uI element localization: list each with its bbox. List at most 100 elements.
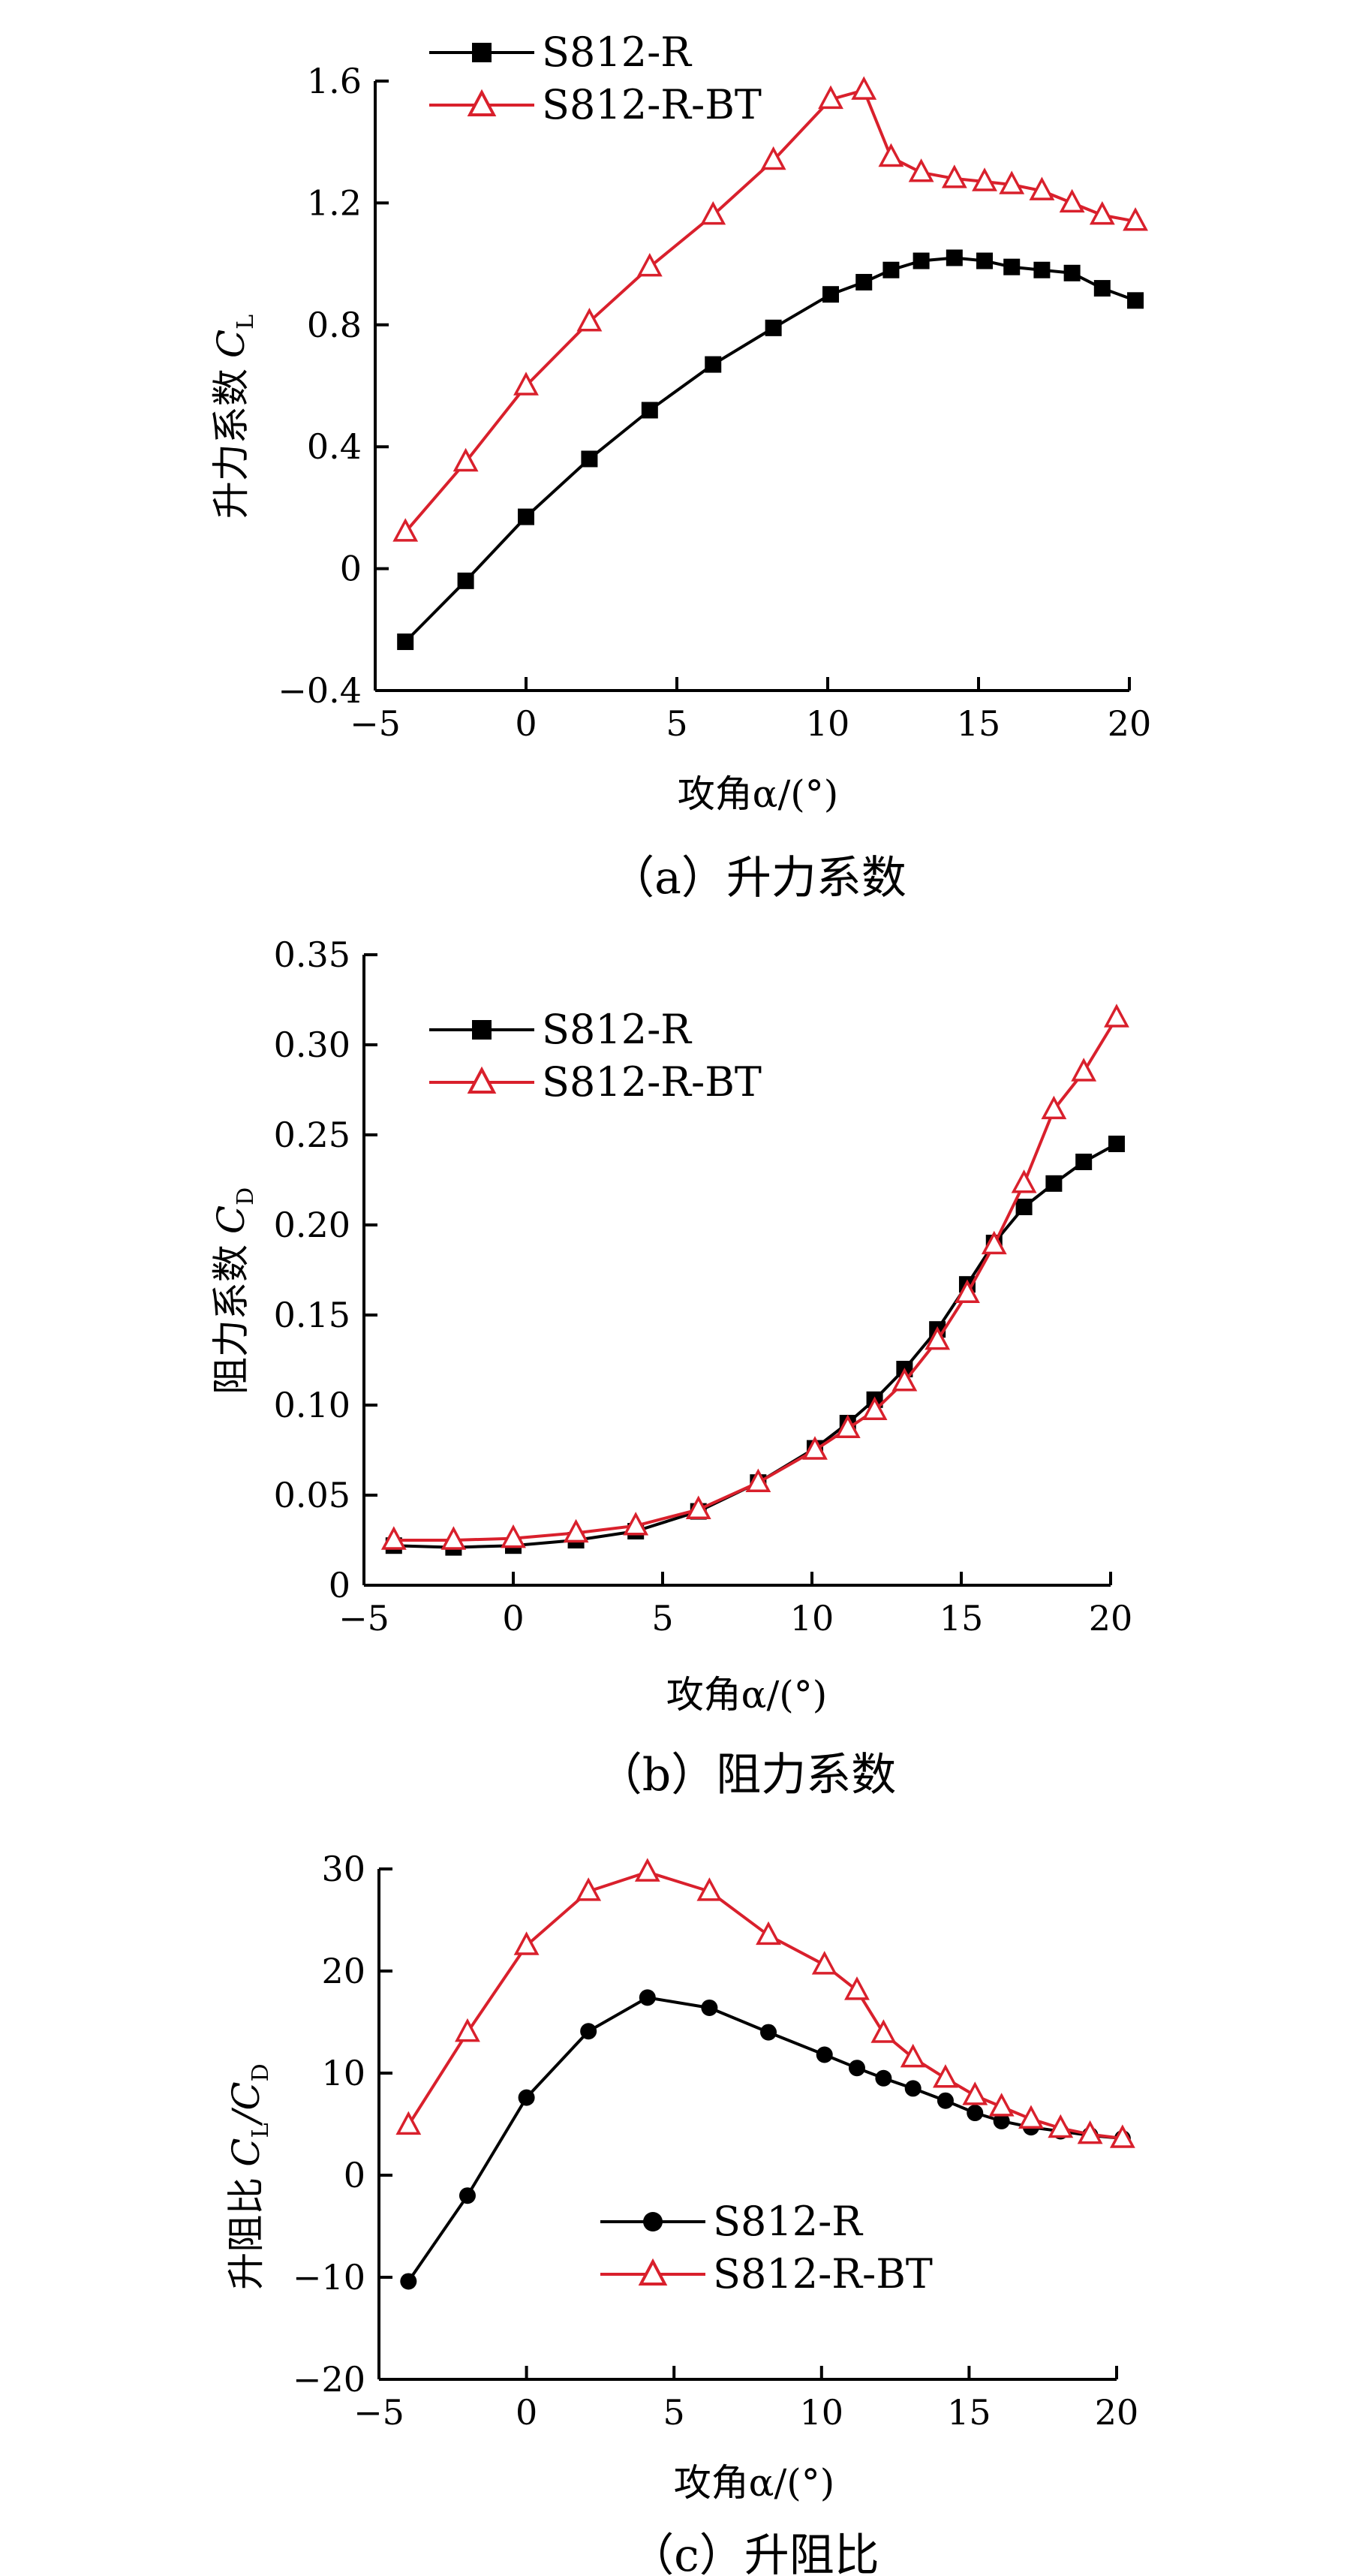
chart-a-y-label-symbol: C [209, 330, 253, 358]
chart-b-point-s812rbt [834, 1414, 861, 1438]
chart-a-x-label: 攻角α/(°) [678, 772, 839, 816]
chart-b-y-label-symbol: C [209, 1205, 253, 1234]
chart-c-point-s812r [993, 2112, 1010, 2129]
chart-b-point-s812rbt [440, 1526, 467, 1550]
chart-a-point-s812r [976, 252, 994, 269]
chart-a-y-tick-label: 1.2 [307, 182, 362, 223]
chart-b-point-s812rbt [1071, 1058, 1097, 1082]
chart-a-point-s812r [397, 633, 414, 651]
legend-c-s812rbt: S812-R-BT [713, 2250, 933, 2298]
chart-b-point-s812r [1015, 1199, 1033, 1215]
chart-a-point-s812rbt [760, 146, 786, 170]
chart-c-x-tick-label: 0 [516, 2392, 537, 2433]
chart-a-point-s812r [1127, 292, 1144, 309]
chart-b-point-s812rbt [891, 1368, 918, 1392]
chart-a-legend: S812-R S812-R-BT [429, 29, 762, 128]
chart-b-point-s812rbt [981, 1230, 1007, 1255]
chart-b-y-tick-label: 0.15 [274, 1295, 350, 1335]
chart-c-axes [377, 1869, 1117, 2381]
legend-a-s812r: S812-R [542, 29, 692, 76]
drag-coefficient-chart: 00.050.100.150.200.250.300.35 −5 0 5 10 15 20… [209, 934, 1132, 1801]
chart-a-point-s812r [822, 286, 840, 303]
chart-c-point-s812rbt [696, 1877, 723, 1901]
chart-a-point-s812r [705, 356, 722, 373]
chart-a-point-s812r [1093, 280, 1111, 297]
chart-b-y-tick-label: 0.35 [274, 934, 350, 975]
chart-a-y-label-sub: L [233, 314, 259, 330]
chart-c-legend: S812-R S812-R-BT [600, 2198, 933, 2298]
chart-c-y-tick-label: 20 [321, 1951, 365, 1991]
chart-c-point-s812rbt [455, 2018, 480, 2042]
lift-drag-ratio-chart: −20 −10 0 10 20 30 −5 0 5 10 15 20 S812-R S812-R-B… [224, 1849, 1138, 2576]
chart-a-y-tick-label: −0.4 [278, 670, 362, 711]
chart-b-x-label: 攻角α/(°) [666, 1673, 828, 1717]
chart-a-point-s812r [457, 572, 474, 589]
chart-c-y-label-sub: L [248, 2123, 274, 2138]
chart-b-axes [362, 955, 1111, 1587]
chart-c-point-s812r [937, 2092, 954, 2109]
chart-b-y-tick-label: 0.10 [274, 1385, 350, 1425]
chart-c-point-s812rbt [870, 2019, 897, 2043]
chart-a-point-s812r [946, 249, 963, 266]
chart-b-series-s812rbt-line [393, 1016, 1118, 1542]
chart-b-point-s812r [1108, 1136, 1125, 1152]
chart-a-point-s812rbt [392, 518, 419, 542]
chart-b-point-s812rbt [1104, 1004, 1129, 1028]
chart-c-x-tick-label: 5 [663, 2392, 685, 2433]
chart-b-point-s812rbt [745, 1468, 771, 1492]
legend-a-s812rbt: S812-R-BT [542, 81, 762, 128]
chart-c-x-tick-label: 20 [1095, 2392, 1139, 2433]
chart-c-y-label-symbol2: C [224, 2081, 268, 2110]
chart-b-point-s812r [1075, 1154, 1093, 1170]
chart-b-x-tick-label: 0 [502, 1598, 524, 1639]
chart-c-point-s812r [518, 2089, 535, 2106]
chart-b-x-tick-label: 10 [790, 1598, 834, 1639]
chart-c-point-s812rbt [988, 2093, 1015, 2117]
chart-c-point-s812r [816, 2046, 833, 2063]
chart-c-point-s812r [400, 2273, 417, 2290]
chart-a-point-s812rbt [1089, 200, 1115, 225]
chart-b-y-label: 阻力系数 CD [209, 1187, 259, 1395]
chart-a-point-s812rbt [1123, 207, 1148, 231]
chart-b-x-tick-label: −5 [338, 1598, 389, 1639]
chart-a-x-tick-label: 0 [515, 703, 537, 744]
chart-b-point-s812rbt [563, 1518, 589, 1543]
chart-c-y-label-sub2: D [248, 2063, 274, 2081]
chart-a-point-s812r [855, 273, 873, 290]
chart-c-point-s812r [580, 2023, 597, 2040]
chart-a-series-s812r-line [404, 256, 1136, 643]
chart-a-x-ticks: −5 0 5 10 15 20 [350, 677, 1151, 744]
chart-b-point-s812r [1045, 1175, 1063, 1192]
chart-b-point-s812rbt [623, 1512, 649, 1536]
chart-a-x-tick-label: 15 [957, 703, 1001, 744]
chart-b-y-label-text: 阻力系数 [209, 1244, 253, 1395]
chart-c-y-label-text: 升阻比 [224, 2177, 268, 2290]
chart-b-y-tick-label: 0.20 [274, 1205, 350, 1245]
chart-c-y-tick-label: 30 [321, 1849, 365, 1889]
chart-b-point-s812rbt [925, 1326, 951, 1350]
chart-a-point-s812rbt [452, 447, 479, 472]
chart-c-point-s812rbt [811, 1951, 837, 1975]
legend-b-marker-s812rbt [467, 1066, 497, 1094]
chart-a-point-s812rbt [999, 170, 1025, 194]
chart-c-point-s812r [701, 1999, 718, 2016]
chart-a-y-tick-label: 0.8 [307, 305, 362, 345]
chart-a-series [392, 76, 1148, 651]
chart-a-point-s812rbt [636, 252, 663, 277]
chart-a-point-s812r [641, 402, 658, 419]
chart-c-point-s812rbt [962, 2081, 988, 2105]
chart-a-point-s812r [1003, 258, 1021, 275]
chart-a-point-s812rbt [576, 308, 603, 332]
chart-c-x-tick-label: 10 [800, 2392, 844, 2433]
chart-c-y-tick-label: 0 [344, 2155, 365, 2195]
chart-c-y-tick-label: −20 [293, 2359, 365, 2400]
chart-c-x-label: 攻角α/(°) [674, 2461, 835, 2505]
chart-a-point-s812r [765, 319, 782, 336]
chart-a-point-s812rbt [878, 143, 904, 167]
chart-b-point-s812rbt [501, 1524, 526, 1548]
chart-b-x-tick-label: 15 [940, 1598, 984, 1639]
chart-a-x-tick-label: 10 [806, 703, 850, 744]
chart-a-point-s812rbt [513, 372, 539, 396]
chart-c-point-s812rbt [395, 2111, 422, 2135]
chart-c-caption: （c）升阻比 [629, 2529, 879, 2576]
